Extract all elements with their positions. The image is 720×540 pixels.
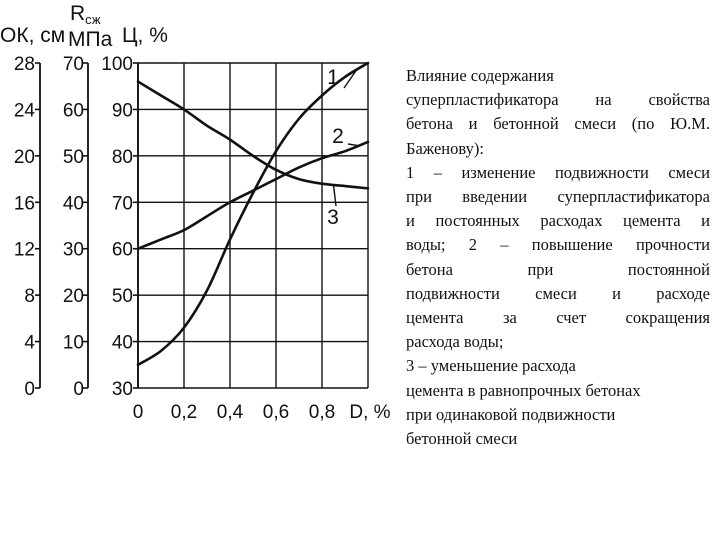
c-tick-label: 80 xyxy=(112,147,133,168)
series-2-leader xyxy=(347,143,359,147)
axis-headers: ОК, см Rсж МПа Ц, % xyxy=(0,2,168,51)
ok-tick-label: 28 xyxy=(14,54,35,75)
ok-axis-title: ОК, см xyxy=(0,24,65,47)
ok-tick-label: 24 xyxy=(14,100,36,121)
series-2-label: 2 xyxy=(332,125,344,148)
series xyxy=(136,61,370,367)
x-tick-label: 0,8 xyxy=(309,402,335,423)
caption-line: бетонной смеси xyxy=(406,429,518,449)
c-tick-label: 40 xyxy=(112,333,133,354)
series-2-line xyxy=(136,140,370,251)
caption-line: при введении суперпластификатора xyxy=(406,187,710,207)
ok-tick-label: 0 xyxy=(24,379,35,400)
caption: Влияние содержания суперпластификатора на… xyxy=(406,64,710,451)
rszh-tick-label: 40 xyxy=(63,193,84,214)
caption-line: цемента в равнопрочных бетонах xyxy=(406,380,641,400)
caption-line: цемента за счет сокращения xyxy=(406,308,710,328)
caption-line: и постоянных расходах цемента и xyxy=(406,211,710,231)
ok-tick-label: 4 xyxy=(24,333,35,354)
c-tick-label: 60 xyxy=(112,240,133,261)
caption-line: воды; 2 – повышение прочности xyxy=(406,235,710,255)
series-3-leader xyxy=(332,184,337,207)
ok-tick-label: 8 xyxy=(24,286,35,307)
tick-labels: 2824201612840706050403020100100908070605… xyxy=(14,54,391,423)
rszh-tick-label: 20 xyxy=(63,286,84,307)
rszh-tick-label: 30 xyxy=(63,240,84,261)
x-tick-label: 0 xyxy=(133,402,144,423)
caption-line: суперпластификатора на свойства xyxy=(406,90,710,110)
c-tick-label: 90 xyxy=(112,100,133,121)
c-tick-label: 100 xyxy=(101,54,133,75)
series-3-line xyxy=(136,80,370,190)
caption-line: бетона и бетонной смеси (по Ю.М. xyxy=(406,114,710,134)
x-tick-label: 0,4 xyxy=(217,402,244,423)
caption-line: бетона при постоянной xyxy=(406,259,710,279)
ok-tick-label: 12 xyxy=(14,240,35,261)
series-labels: 1 2 3 xyxy=(327,66,359,229)
caption-line: 1 – изменение подвижности смеси xyxy=(406,162,710,182)
c-tick-label: 30 xyxy=(112,379,133,400)
chart: ОК, см Rсж МПа Ц, % 28242016128407060504… xyxy=(0,2,391,423)
x-axis-label: D, % xyxy=(349,402,390,423)
rszh-tick-label: 70 xyxy=(63,54,84,75)
caption-line: Влияние содержания xyxy=(406,66,554,85)
mpa-axis-title: МПа xyxy=(68,28,113,51)
caption-line: расхода воды; xyxy=(406,332,504,352)
c-tick-label: 50 xyxy=(112,286,133,307)
caption-line: Баженову): xyxy=(406,138,484,158)
x-tick-label: 0,2 xyxy=(171,402,197,423)
rszh-tick-label: 10 xyxy=(63,333,84,354)
ok-tick-label: 16 xyxy=(14,193,35,214)
c-tick-label: 70 xyxy=(112,193,133,214)
ok-tick-label: 20 xyxy=(14,147,35,168)
series-3-label: 3 xyxy=(327,206,339,229)
rszh-tick-label: 0 xyxy=(73,379,84,400)
caption-line: подвижности смеси и расходе xyxy=(406,283,710,303)
c-axis-title: Ц, % xyxy=(122,24,168,47)
grid xyxy=(137,62,369,389)
series-1-leader xyxy=(343,69,358,89)
series-1-line xyxy=(136,61,370,367)
series-1-label: 1 xyxy=(327,66,339,89)
rszh-tick-label: 50 xyxy=(63,147,84,168)
rszh-axis-title: Rсж xyxy=(70,2,101,27)
axes xyxy=(35,62,139,389)
caption-line: 3 – уменьшение расхода xyxy=(406,356,576,376)
x-tick-label: 0,6 xyxy=(263,402,289,423)
caption-line: при одинаковой подвижности xyxy=(406,404,616,424)
rszh-tick-label: 60 xyxy=(63,100,84,121)
